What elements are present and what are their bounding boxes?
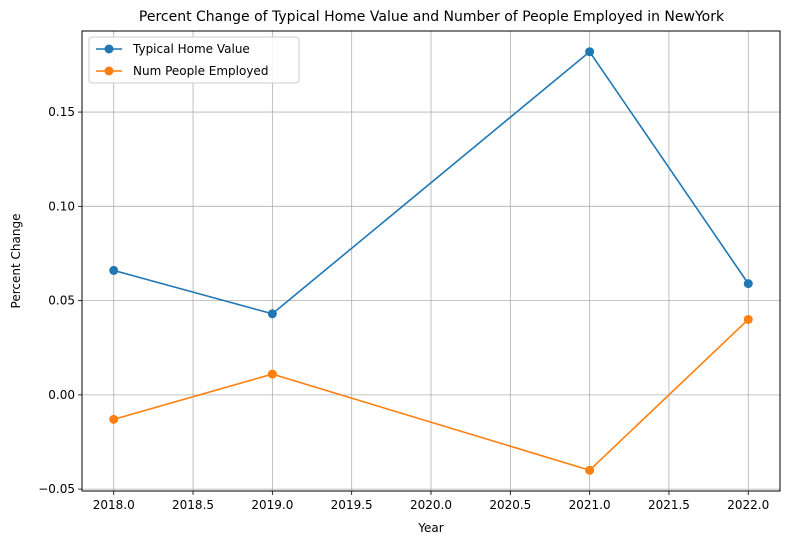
y-tick-label: 0.00 [48, 388, 75, 402]
data-point [743, 279, 753, 289]
x-tick-label: 2019.5 [331, 498, 373, 512]
data-point [109, 265, 119, 275]
legend-swatch-marker [104, 44, 114, 54]
legend-label: Num People Employed [133, 64, 268, 78]
data-point [267, 309, 277, 319]
data-point [585, 47, 595, 57]
legend-swatch-marker [104, 66, 114, 76]
data-point [585, 465, 595, 475]
y-tick-label: 0.15 [48, 105, 75, 119]
x-tick-label: 2022.0 [727, 498, 769, 512]
data-point [267, 369, 277, 379]
data-point [743, 314, 753, 324]
series-typical-home-value [109, 47, 753, 319]
data-point [109, 414, 119, 424]
x-tick-label: 2021.0 [569, 498, 611, 512]
legend-item: Num People Employed [96, 64, 268, 78]
series-num-people-employed [109, 314, 753, 475]
series-line [113, 318, 749, 472]
x-tick-label: 2019.0 [251, 498, 293, 512]
series-line [113, 50, 749, 315]
y-tick-label: 0.10 [48, 199, 75, 213]
grid-lines [82, 31, 780, 491]
legend: Typical Home Value Num People Employed [88, 36, 300, 84]
x-tick-label: 2018.5 [172, 498, 214, 512]
chart-title: Percent Change of Typical Home Value and… [139, 9, 725, 25]
axis-ticks: 2018.0 2018.5 2019.0 2019.5 2020.0 2020.5 2021… [38, 105, 769, 512]
legend-item: Typical Home Value [96, 42, 250, 56]
y-axis-label: Percent Change [9, 214, 23, 309]
legend-label: Typical Home Value [132, 42, 250, 56]
series-lines [109, 47, 753, 475]
x-tick-label: 2020.0 [410, 498, 452, 512]
y-tick-label: 0.05 [48, 294, 75, 308]
x-tick-label: 2021.5 [648, 498, 690, 512]
legend-box [88, 36, 300, 84]
x-axis-label: Year [417, 521, 443, 535]
x-tick-label: 2018.0 [93, 498, 135, 512]
x-tick-label: 2020.5 [489, 498, 531, 512]
y-tick-label: −0.05 [38, 482, 75, 496]
